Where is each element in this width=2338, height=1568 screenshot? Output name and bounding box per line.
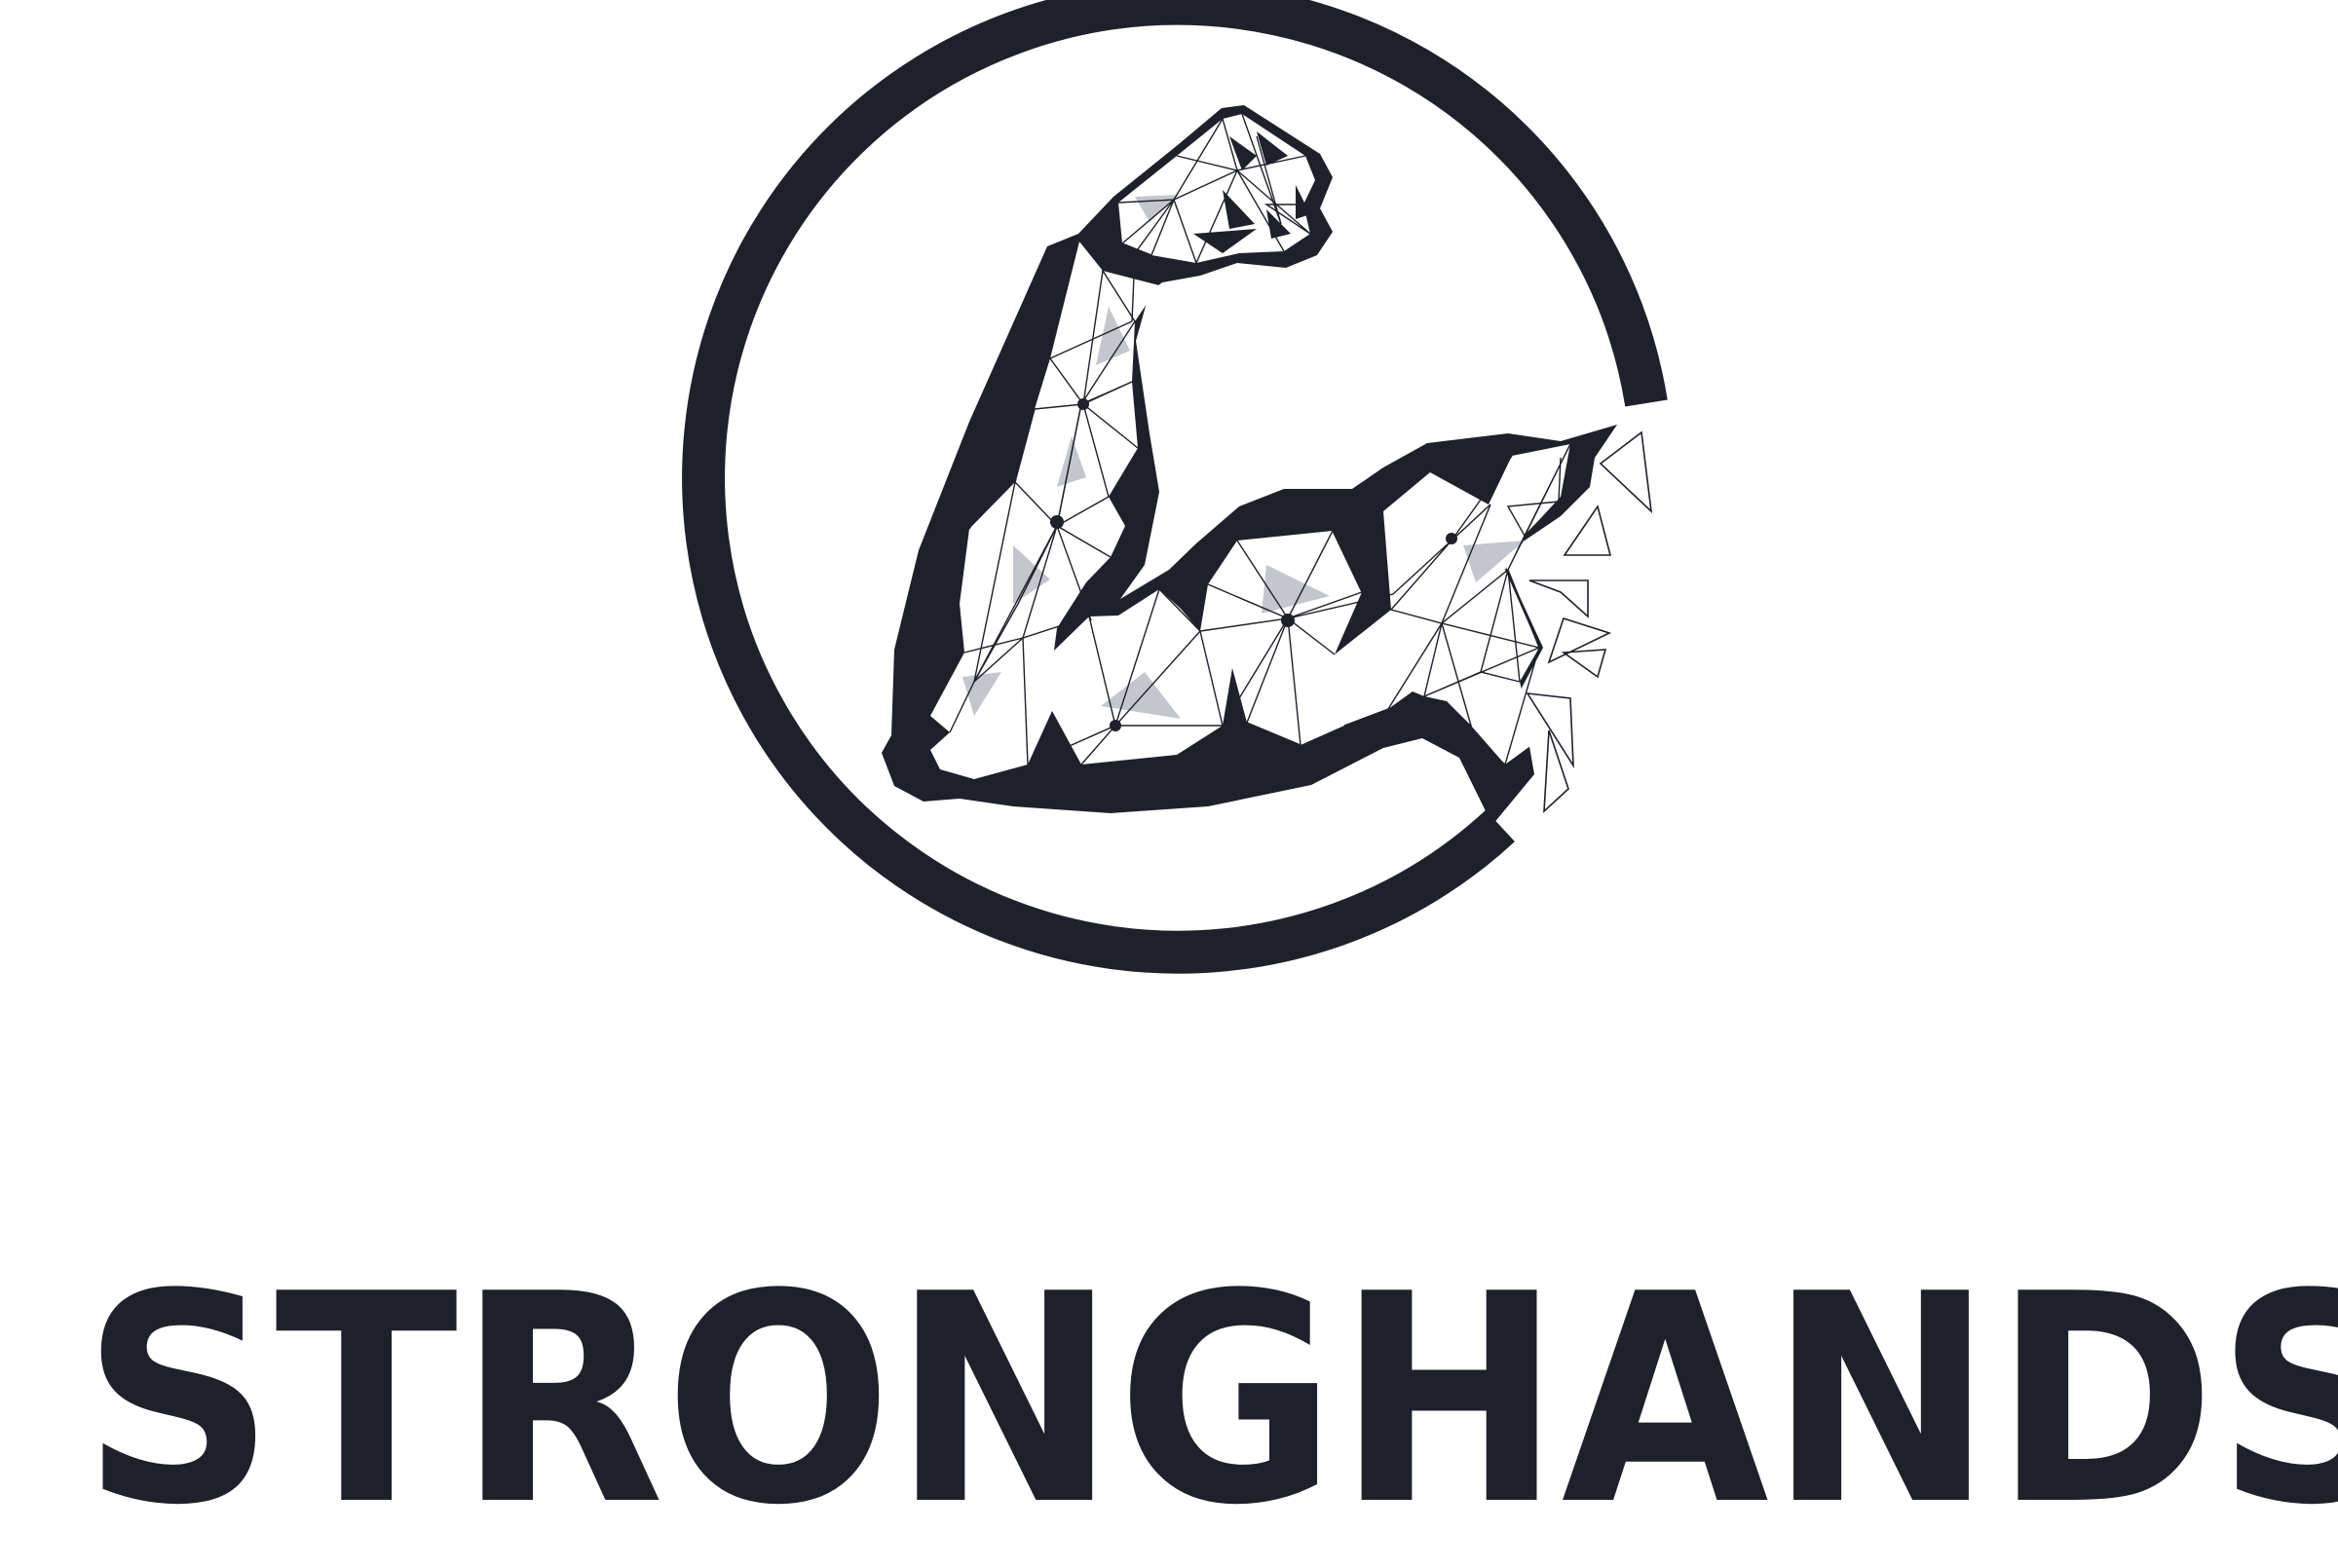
brand-wordmark: STRONGHANDS — [82, 1232, 2338, 1568]
flexed-arm-logo-icon — [682, 0, 1668, 974]
shatter-fragments — [1526, 430, 1653, 813]
arm-wireframe — [930, 113, 1571, 779]
logo-ring — [682, 0, 1668, 974]
